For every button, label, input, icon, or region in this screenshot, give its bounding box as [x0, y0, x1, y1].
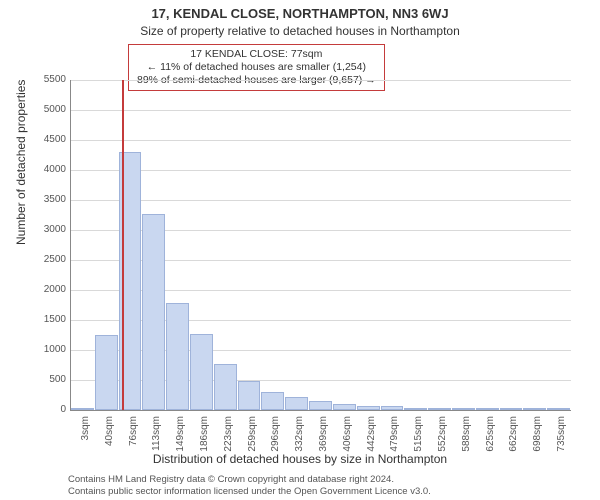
- y-axis-label: Number of detached properties: [14, 80, 28, 245]
- x-tick: 3sqm: [80, 416, 91, 440]
- info-property-size: 17 KENDAL CLOSE: 77sqm: [137, 48, 376, 61]
- histogram-bar: [428, 408, 451, 410]
- histogram-bar: [71, 408, 94, 410]
- x-axis-label: Distribution of detached houses by size …: [0, 452, 600, 466]
- gridline: [71, 200, 571, 201]
- y-tick: 2500: [44, 254, 66, 265]
- histogram-bar: [214, 364, 237, 410]
- histogram-bar: [404, 408, 427, 410]
- histogram-bar: [285, 397, 308, 410]
- x-tick: 588sqm: [461, 416, 472, 452]
- y-tick: 4000: [44, 164, 66, 175]
- y-tick: 5000: [44, 104, 66, 115]
- info-smaller-pct: ← 11% of detached houses are smaller (1,…: [137, 61, 376, 74]
- y-tick: 0: [60, 404, 66, 415]
- histogram-bar: [95, 335, 118, 410]
- histogram-bar: [381, 406, 404, 410]
- x-tick: 369sqm: [318, 416, 329, 452]
- y-tick: 2000: [44, 284, 66, 295]
- x-tick: 625sqm: [485, 416, 496, 452]
- footer-line-1: Contains HM Land Registry data © Crown c…: [68, 474, 394, 485]
- histogram-bar: [166, 303, 189, 410]
- x-tick: 515sqm: [413, 416, 424, 452]
- x-tick: 735sqm: [556, 416, 567, 452]
- x-tick: 662sqm: [508, 416, 519, 452]
- y-tick: 500: [49, 374, 66, 385]
- histogram-bar: [333, 404, 356, 410]
- histogram-bar: [238, 381, 261, 410]
- y-tick: 3500: [44, 194, 66, 205]
- x-tick: 113sqm: [151, 416, 162, 451]
- histogram-bar: [142, 214, 165, 410]
- chart-subtitle: Size of property relative to detached ho…: [0, 24, 600, 38]
- y-tick: 1500: [44, 314, 66, 325]
- x-tick: 296sqm: [270, 416, 281, 452]
- x-tick: 76sqm: [128, 416, 139, 446]
- gridline: [71, 80, 571, 81]
- footer-line-2: Contains public sector information licen…: [68, 486, 431, 497]
- x-tick: 332sqm: [294, 416, 305, 452]
- y-tick: 1000: [44, 344, 66, 355]
- y-tick: 3000: [44, 224, 66, 235]
- x-tick: 259sqm: [247, 416, 258, 452]
- histogram-bar: [523, 408, 546, 410]
- gridline: [71, 140, 571, 141]
- x-tick: 406sqm: [342, 416, 353, 452]
- x-tick: 186sqm: [199, 416, 210, 452]
- x-tick: 149sqm: [175, 416, 186, 452]
- histogram-bar: [190, 334, 213, 410]
- x-tick: 479sqm: [389, 416, 400, 452]
- y-tick: 4500: [44, 134, 66, 145]
- histogram-bar: [261, 392, 284, 410]
- gridline: [71, 110, 571, 111]
- property-marker-line: [122, 80, 124, 410]
- x-tick: 223sqm: [223, 416, 234, 452]
- x-tick: 552sqm: [437, 416, 448, 452]
- histogram-bar: [309, 401, 332, 410]
- page-title: 17, KENDAL CLOSE, NORTHAMPTON, NN3 6WJ: [0, 6, 600, 21]
- histogram-bar: [547, 408, 570, 410]
- histogram-plot: [70, 80, 571, 411]
- histogram-bar: [357, 406, 380, 410]
- histogram-bar: [500, 408, 523, 410]
- x-tick: 442sqm: [366, 416, 377, 452]
- x-tick: 40sqm: [104, 416, 115, 446]
- histogram-bar: [452, 408, 475, 410]
- x-tick: 698sqm: [532, 416, 543, 452]
- histogram-bar: [476, 408, 499, 410]
- y-tick: 5500: [44, 74, 66, 85]
- gridline: [71, 170, 571, 171]
